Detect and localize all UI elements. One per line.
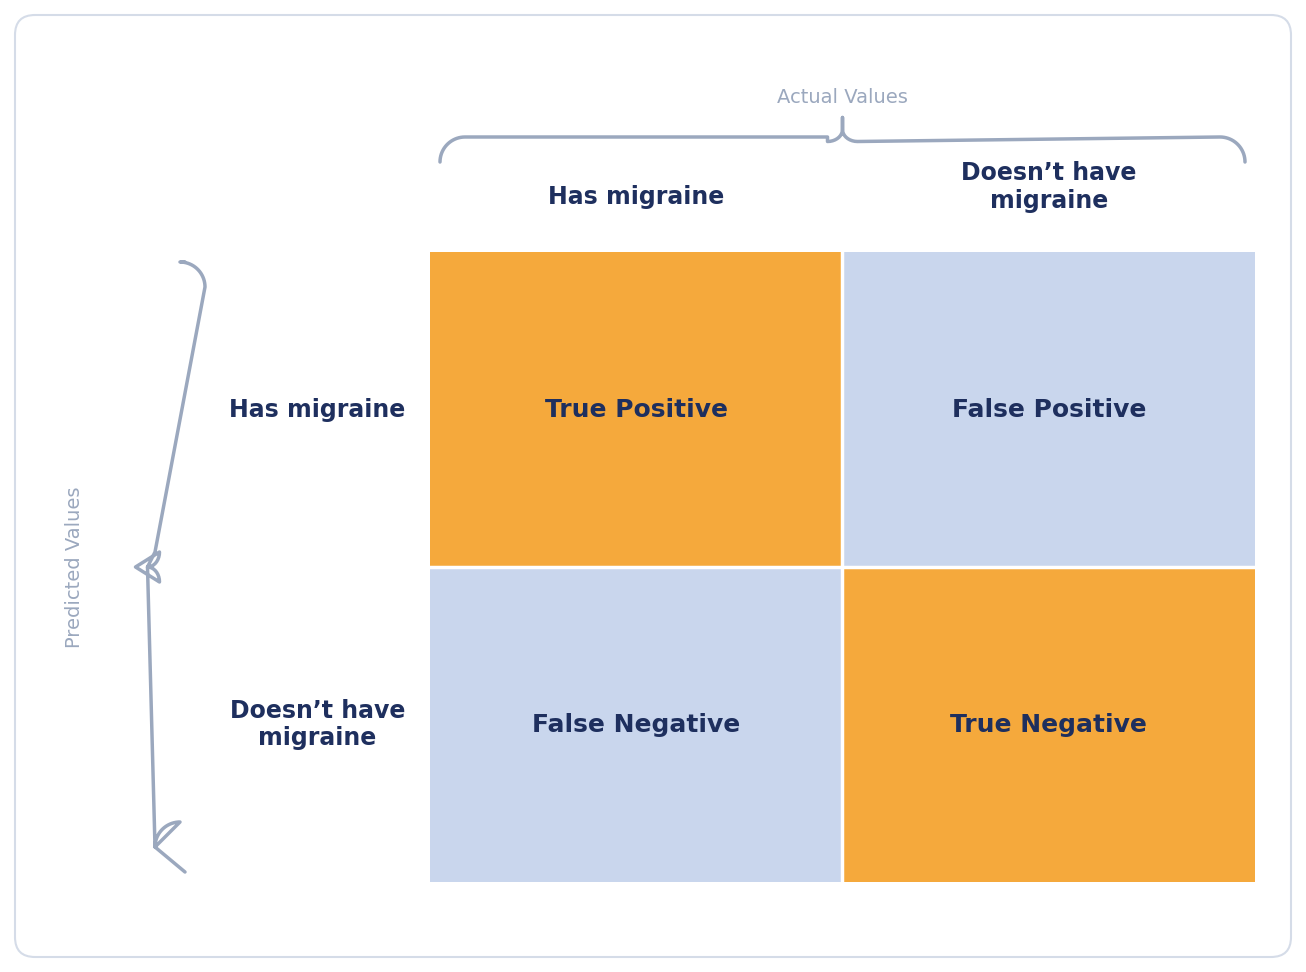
FancyBboxPatch shape [14,15,1292,957]
Bar [842,567,1255,882]
Text: Doesn’t have
migraine: Doesn’t have migraine [230,699,405,750]
Text: Has migraine: Has migraine [549,185,725,209]
Text: Predicted Values: Predicted Values [65,486,85,647]
Bar [842,252,1255,567]
Bar [430,252,842,567]
Text: False Negative: False Negative [532,712,741,737]
Text: Actual Values: Actual Values [777,87,908,107]
Text: Has migraine: Has migraine [229,398,405,422]
Text: True Positive: True Positive [545,398,727,422]
Text: False Positive: False Positive [952,398,1145,422]
Text: True Negative: True Negative [951,712,1147,737]
Bar [430,567,842,882]
Text: Doesn’t have
migraine: Doesn’t have migraine [961,161,1136,213]
